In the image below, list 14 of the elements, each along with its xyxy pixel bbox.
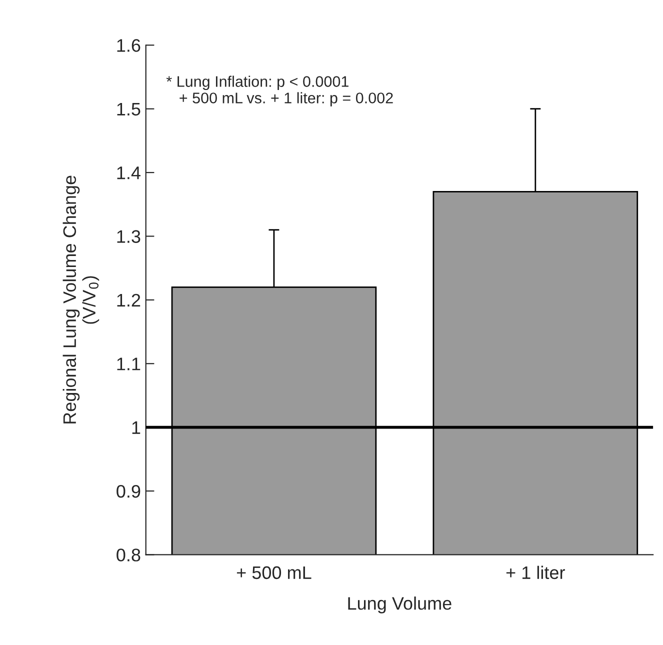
y-axis-title: Regional Lung Volume Change (V/V$_{0}$) [62,176,100,424]
y-tick-label: 1.6 [117,39,140,52]
x-tick-label: + 1 liter [506,566,565,580]
y-tick-label: 1.1 [117,358,140,370]
y-tick-label: 0.8 [116,548,140,562]
y-tick-label: 1.3 [117,230,140,243]
y-tick-label: 1 [132,421,140,434]
x-axis-title: Lung Volume [348,596,452,614]
y-tick-label: 1.5 [117,102,140,116]
x-tick-label: + 500 mL [236,566,312,580]
y-tick-label: 1.2 [117,294,140,306]
y-tick-label: 1.4 [117,166,140,180]
y-tick-label: 0.9 [116,484,140,498]
annotation: * Lung Inflation: p < 0.0001 + 500 mL vs. + 1 liter: p = 0.002 [166,76,393,106]
